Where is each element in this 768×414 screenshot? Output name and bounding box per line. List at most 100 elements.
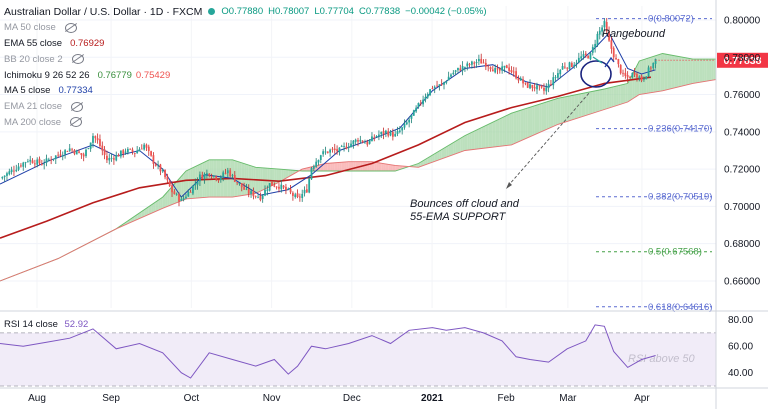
candle-body xyxy=(301,193,304,198)
candle-body xyxy=(292,192,294,196)
candle-body xyxy=(78,151,80,153)
cloud-segment xyxy=(383,163,386,171)
candle-body xyxy=(617,59,620,65)
cloud-segment xyxy=(209,159,212,198)
hidden-eye-icon[interactable] xyxy=(64,22,77,33)
cloud-segment xyxy=(467,133,470,151)
candle-body xyxy=(587,56,590,59)
cloud-segment xyxy=(265,167,268,189)
candle-body xyxy=(226,170,229,174)
candle-body xyxy=(161,170,164,172)
candle-body xyxy=(59,154,62,156)
rsi-label[interactable]: RSI 14 close xyxy=(4,319,58,330)
candle-body xyxy=(359,139,362,142)
candle-body xyxy=(643,78,645,80)
hidden-eye-icon[interactable] xyxy=(70,117,83,128)
candle-body xyxy=(368,140,371,144)
candle-body xyxy=(238,183,241,184)
candle-body xyxy=(445,81,448,83)
candle-body xyxy=(538,85,541,87)
candle-body xyxy=(122,150,125,154)
indicator-row[interactable]: MA 50 close xyxy=(4,20,487,36)
cloud-segment xyxy=(276,168,279,184)
cloud-segment xyxy=(664,53,668,91)
candle-body xyxy=(150,151,153,156)
candle-body xyxy=(550,84,552,85)
candle-body xyxy=(410,115,413,119)
indicator-row[interactable]: MA 200 close xyxy=(4,115,487,131)
indicator-row[interactable]: BB 20 close 2 xyxy=(4,51,487,67)
candle-body xyxy=(250,191,252,194)
candle-body xyxy=(180,198,183,201)
cloud-segment xyxy=(476,128,479,150)
cloud-segment xyxy=(332,162,335,171)
cloud-segment xyxy=(381,163,384,171)
cloud-segment xyxy=(629,74,633,101)
candle-body xyxy=(396,131,399,134)
candle-body xyxy=(452,72,455,75)
candle-body xyxy=(547,83,550,89)
candle-body xyxy=(87,148,90,150)
candle-body xyxy=(201,174,204,179)
candle-body xyxy=(303,189,306,194)
cloud-segment xyxy=(144,208,147,217)
candle-body xyxy=(584,53,587,56)
candle-body xyxy=(317,160,320,163)
cloud-segment xyxy=(697,59,700,83)
y-tick-label: 0.68000 xyxy=(724,239,761,250)
cloud-segment xyxy=(639,60,642,95)
indicator-row[interactable]: EMA 21 close xyxy=(4,99,487,115)
cloud-segment xyxy=(325,163,328,171)
candle-body xyxy=(108,157,111,161)
indicator-row[interactable]: MA 5 close 0.77334 xyxy=(4,83,487,99)
rsi-tick-label: 80.00 xyxy=(728,315,753,326)
candle-body xyxy=(233,175,236,182)
fib-label: 0.5(0.67568) xyxy=(648,247,702,258)
ichimoku-cloud xyxy=(0,53,717,282)
annotation-short-line xyxy=(592,56,603,64)
hidden-eye-icon[interactable] xyxy=(71,54,84,65)
candle-body xyxy=(145,144,148,148)
candle-body xyxy=(212,175,215,177)
annotation-rangebound: Rangebound xyxy=(602,28,666,40)
candle-body xyxy=(13,170,15,172)
candle-body xyxy=(461,66,464,71)
candle-body xyxy=(357,140,359,142)
candle-body xyxy=(443,82,445,85)
candle-body xyxy=(647,67,650,77)
cloud-segment xyxy=(376,162,379,171)
indicator-row[interactable]: EMA 55 close 0.76929 xyxy=(4,36,487,52)
hidden-eye-icon[interactable] xyxy=(71,101,84,112)
cloud-segment xyxy=(537,104,540,134)
candle-body xyxy=(484,62,487,67)
candle-body xyxy=(219,177,222,181)
candle-body xyxy=(89,142,92,149)
cloud-segment xyxy=(378,162,382,171)
fib-label: 0.236(0.74170) xyxy=(648,124,712,135)
candle-body xyxy=(594,43,597,48)
cloud-segment xyxy=(506,114,510,146)
cloud-segment xyxy=(141,209,145,218)
cloud-segment xyxy=(285,169,289,179)
cloud-segment xyxy=(574,94,577,120)
cloud-segment xyxy=(432,153,435,163)
candle-body xyxy=(480,58,483,64)
candle-body xyxy=(185,196,187,199)
candle-body xyxy=(57,154,60,156)
candle-body xyxy=(494,68,497,73)
cloud-segment xyxy=(527,107,531,138)
ema-55-line xyxy=(0,76,652,239)
symbol-title[interactable]: Australian Dollar / U.S. Dollar · 1D · F… xyxy=(4,5,203,18)
cloud-segment xyxy=(450,142,454,156)
candle-body xyxy=(403,123,406,128)
cloud-segment xyxy=(616,85,619,106)
cloud-segment xyxy=(516,110,519,143)
candle-body xyxy=(282,185,285,188)
last-price-tag xyxy=(717,52,768,68)
cloud-segment xyxy=(188,168,191,199)
indicator-label: EMA 55 close xyxy=(4,37,63,49)
indicator-row[interactable]: Ichimoku 9 26 52 26 0.76779 0.75429 xyxy=(4,67,487,83)
candle-body xyxy=(45,158,48,163)
